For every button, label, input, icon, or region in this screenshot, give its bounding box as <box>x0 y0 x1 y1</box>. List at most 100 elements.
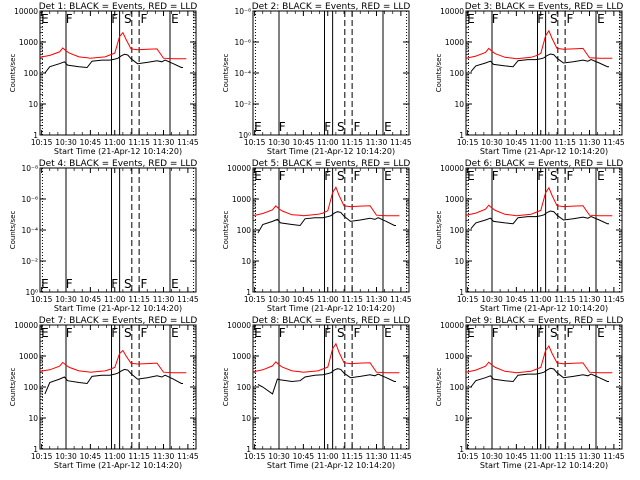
y-axis-label: Counts/sec <box>9 368 17 407</box>
interval-marker: F <box>324 120 331 134</box>
x-tick-label: 10:15 <box>457 295 479 304</box>
x-axis-label: Start Time (21-Apr-12 10:14:20) <box>480 461 608 470</box>
interval-marker: E <box>171 12 179 26</box>
y-axis-label: Counts/sec <box>222 211 230 250</box>
x-tick-label: 10:30 <box>55 138 77 147</box>
y-tick-label: 1 <box>459 131 464 140</box>
interval-marker: F <box>567 326 574 340</box>
x-tick-label: 11:30 <box>366 138 388 147</box>
y-tick-label: 10000 <box>440 321 464 330</box>
interval-marker: E <box>41 12 49 26</box>
x-tick-label: 11:15 <box>341 138 363 147</box>
interval-marker: S <box>337 326 345 340</box>
x-axis-label: Start Time (21-Apr-12 10:14:20) <box>54 147 182 156</box>
y-tick-label: 10⁻⁶ <box>234 38 251 47</box>
interval-marker: F <box>324 326 331 340</box>
events-series-line <box>470 53 609 73</box>
x-tick-label: 10:45 <box>293 452 315 461</box>
x-tick-label: 11:30 <box>366 295 388 304</box>
panel-det-2: Det 2: BLACK = Events, RED = LLD 10⁰ 10⁻² 1… <box>222 2 412 156</box>
x-tick-label: 10:15 <box>31 138 53 147</box>
y-tick-label: 100 <box>450 383 465 392</box>
interval-marker: F <box>279 326 286 340</box>
x-tick-label: 11:15 <box>341 452 363 461</box>
x-tick-label: 11:00 <box>317 138 339 147</box>
interval-marker: E <box>384 169 392 183</box>
interval-marker: F <box>324 169 331 183</box>
x-tick-label: 10:45 <box>293 138 315 147</box>
x-tick-label: 11:45 <box>603 295 625 304</box>
plot-frame <box>465 10 623 136</box>
x-tick-label: 11:30 <box>579 138 601 147</box>
interval-marker: F <box>141 12 148 26</box>
interval-marker: F <box>537 326 544 340</box>
interval-marker: E <box>597 12 605 26</box>
x-axis-label: Start Time (21-Apr-12 10:14:20) <box>267 461 395 470</box>
y-tick-label: 1000 <box>445 195 464 204</box>
y-tick-label: 1000 <box>445 352 464 361</box>
y-tick-label: 1000 <box>232 352 251 361</box>
interval-marker: S <box>550 12 558 26</box>
y-tick-label: 100 <box>24 69 39 78</box>
interval-marker: S <box>124 12 132 26</box>
y-tick-label: 100 <box>450 226 465 235</box>
x-tick-label: 10:30 <box>268 295 290 304</box>
y-tick-label: 1000 <box>232 195 251 204</box>
lld-series-line <box>252 186 400 217</box>
panel-title: Det 8: BLACK = Events, RED = LLD <box>252 316 411 326</box>
y-axis-label: Counts/sec <box>435 211 443 250</box>
interval-marker: F <box>111 12 118 26</box>
y-tick-label: 10⁻² <box>21 257 38 266</box>
x-tick-label: 11:15 <box>554 138 576 147</box>
interval-marker: F <box>279 169 286 183</box>
interval-marker: E <box>41 326 49 340</box>
x-tick-label: 10:15 <box>244 138 266 147</box>
x-tick-label: 11:30 <box>366 452 388 461</box>
panel-title: Det 4: BLACK = Events, RED = LLD <box>39 159 198 169</box>
interval-marker: F <box>354 169 361 183</box>
interval-marker: F <box>66 277 73 291</box>
y-tick-label: 1000 <box>445 38 464 47</box>
y-tick-label: 10⁻⁴ <box>234 69 251 78</box>
panel-title: Det 3: BLACK = Events, RED = LLD <box>465 2 624 12</box>
y-tick-label: 1 <box>33 445 38 454</box>
panel-title: Det 2: BLACK = Events, RED = LLD <box>252 2 411 12</box>
x-tick-label: 10:30 <box>481 452 503 461</box>
interval-marker: E <box>384 326 392 340</box>
interval-marker: S <box>337 120 345 134</box>
x-tick-label: 11:30 <box>153 295 175 304</box>
interval-marker: F <box>66 326 73 340</box>
y-tick-label: 10000 <box>440 164 464 173</box>
y-tick-label: 1 <box>459 445 464 454</box>
panel-title: Det 9: BLACK = Events, RED = LLD <box>465 316 624 326</box>
y-tick-label: 10000 <box>227 321 251 330</box>
y-tick-label: 10 <box>241 257 251 266</box>
x-tick-label: 10:15 <box>457 138 479 147</box>
interval-marker: E <box>171 277 179 291</box>
y-tick-label: 1 <box>33 131 38 140</box>
x-tick-label: 11:45 <box>177 138 199 147</box>
x-tick-label: 11:45 <box>390 452 412 461</box>
events-series-line <box>44 53 183 74</box>
interval-marker: F <box>354 326 361 340</box>
y-tick-label: 10000 <box>14 7 38 16</box>
y-tick-label: 100 <box>450 69 465 78</box>
x-tick-label: 11:00 <box>530 295 552 304</box>
interval-marker: F <box>66 12 73 26</box>
plot-frame <box>39 167 197 293</box>
interval-marker: F <box>111 326 118 340</box>
y-tick-label: 10000 <box>440 7 464 16</box>
interval-marker: F <box>537 169 544 183</box>
x-tick-label: 11:45 <box>603 138 625 147</box>
y-tick-label: 10 <box>454 257 464 266</box>
panel-title: Det 5: BLACK = Events, RED = LLD <box>252 159 411 169</box>
y-tick-label: 1 <box>246 288 251 297</box>
x-tick-label: 10:30 <box>481 295 503 304</box>
x-tick-label: 11:30 <box>153 452 175 461</box>
x-tick-label: 11:15 <box>341 295 363 304</box>
y-tick-label: 100 <box>237 383 252 392</box>
y-tick-label: 100 <box>237 226 252 235</box>
x-tick-label: 10:30 <box>55 295 77 304</box>
